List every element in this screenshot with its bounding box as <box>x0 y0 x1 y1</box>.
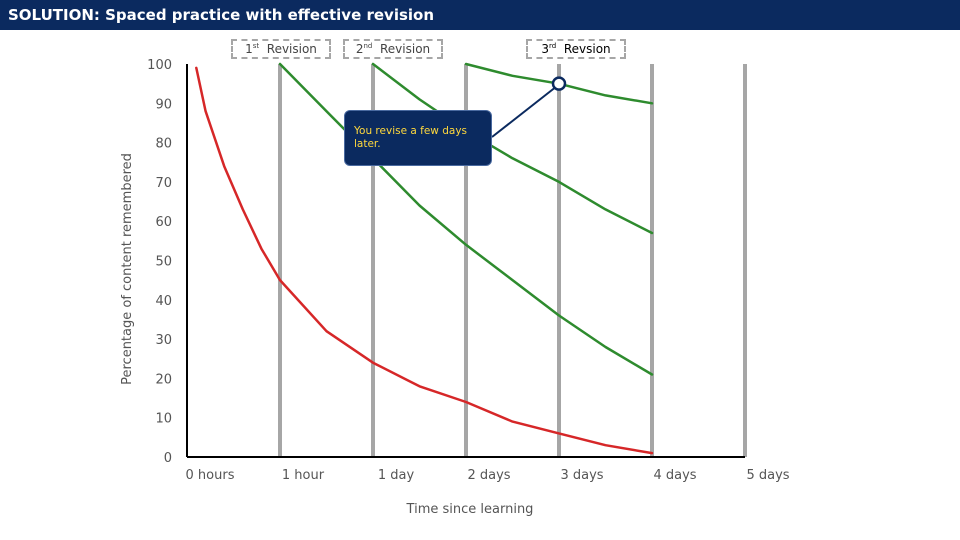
third-revision-text: Revsion <box>563 42 611 56</box>
first-revision-number: 1 <box>245 42 253 56</box>
y-tick-label: 60 <box>155 215 172 230</box>
third-revision-marker <box>551 76 567 91</box>
callout-box: You revise a few days later. <box>344 110 492 166</box>
third-revision-number: 3 <box>541 42 549 56</box>
y-tick-label: 70 <box>155 176 172 191</box>
second-revision-number: 2 <box>355 42 364 56</box>
y-tick-label: 0 <box>164 451 172 466</box>
second-revision-suffix: nd <box>363 42 373 50</box>
series-line <box>371 62 654 235</box>
y-tick-label: 30 <box>155 333 172 348</box>
x-tick-label: 0 hours <box>186 468 235 483</box>
y-tick-label: 50 <box>155 255 172 270</box>
series-line <box>278 62 654 376</box>
third-revision-suffix: rd <box>548 42 557 50</box>
x-tick-label: 4 days <box>653 468 696 483</box>
callout-text: You revise a few days later. <box>354 125 468 150</box>
y-tick-label: 20 <box>155 372 172 387</box>
x-tick-label: 1 day <box>378 468 415 483</box>
y-tick-label: 80 <box>155 137 172 152</box>
x-axis-label: Time since learning <box>406 502 534 517</box>
series-lines <box>195 62 654 455</box>
x-tick-label: 5 days <box>746 468 789 483</box>
x-tick-label: 3 days <box>560 468 603 483</box>
x-tick-label: 1 hour <box>282 468 325 483</box>
page-title: SOLUTION: Spaced practice with effective… <box>8 6 435 24</box>
y-tick-label: 100 <box>147 58 172 73</box>
second-revision-label: 2nd Revision <box>343 39 443 59</box>
second-revision-text: Revision <box>380 42 431 56</box>
first-revision-suffix: st <box>252 42 260 50</box>
x-axis-ticks: 0 hours 1 hour 1 day 2 days 3 days 4 days 5 da… <box>186 468 790 483</box>
callout-connector <box>491 86 556 138</box>
y-axis-label: Percentage of content remembered <box>120 153 135 385</box>
first-revision-text: Revision <box>266 42 317 56</box>
x-tick-label: 2 days <box>467 468 510 483</box>
third-revision-label: 3rd Revsion <box>526 39 626 59</box>
y-tick-label: 40 <box>155 294 172 309</box>
title-bar: SOLUTION: Spaced practice with effective… <box>0 0 960 30</box>
y-tick-label: 10 <box>155 412 172 427</box>
revision-lines <box>278 64 747 457</box>
first-revision-label: 1st Revision <box>231 39 331 59</box>
series-line <box>195 66 654 455</box>
y-axis-ticks: 0 10 20 30 40 50 60 70 80 90 100 <box>147 58 172 466</box>
y-tick-label: 90 <box>155 97 172 112</box>
